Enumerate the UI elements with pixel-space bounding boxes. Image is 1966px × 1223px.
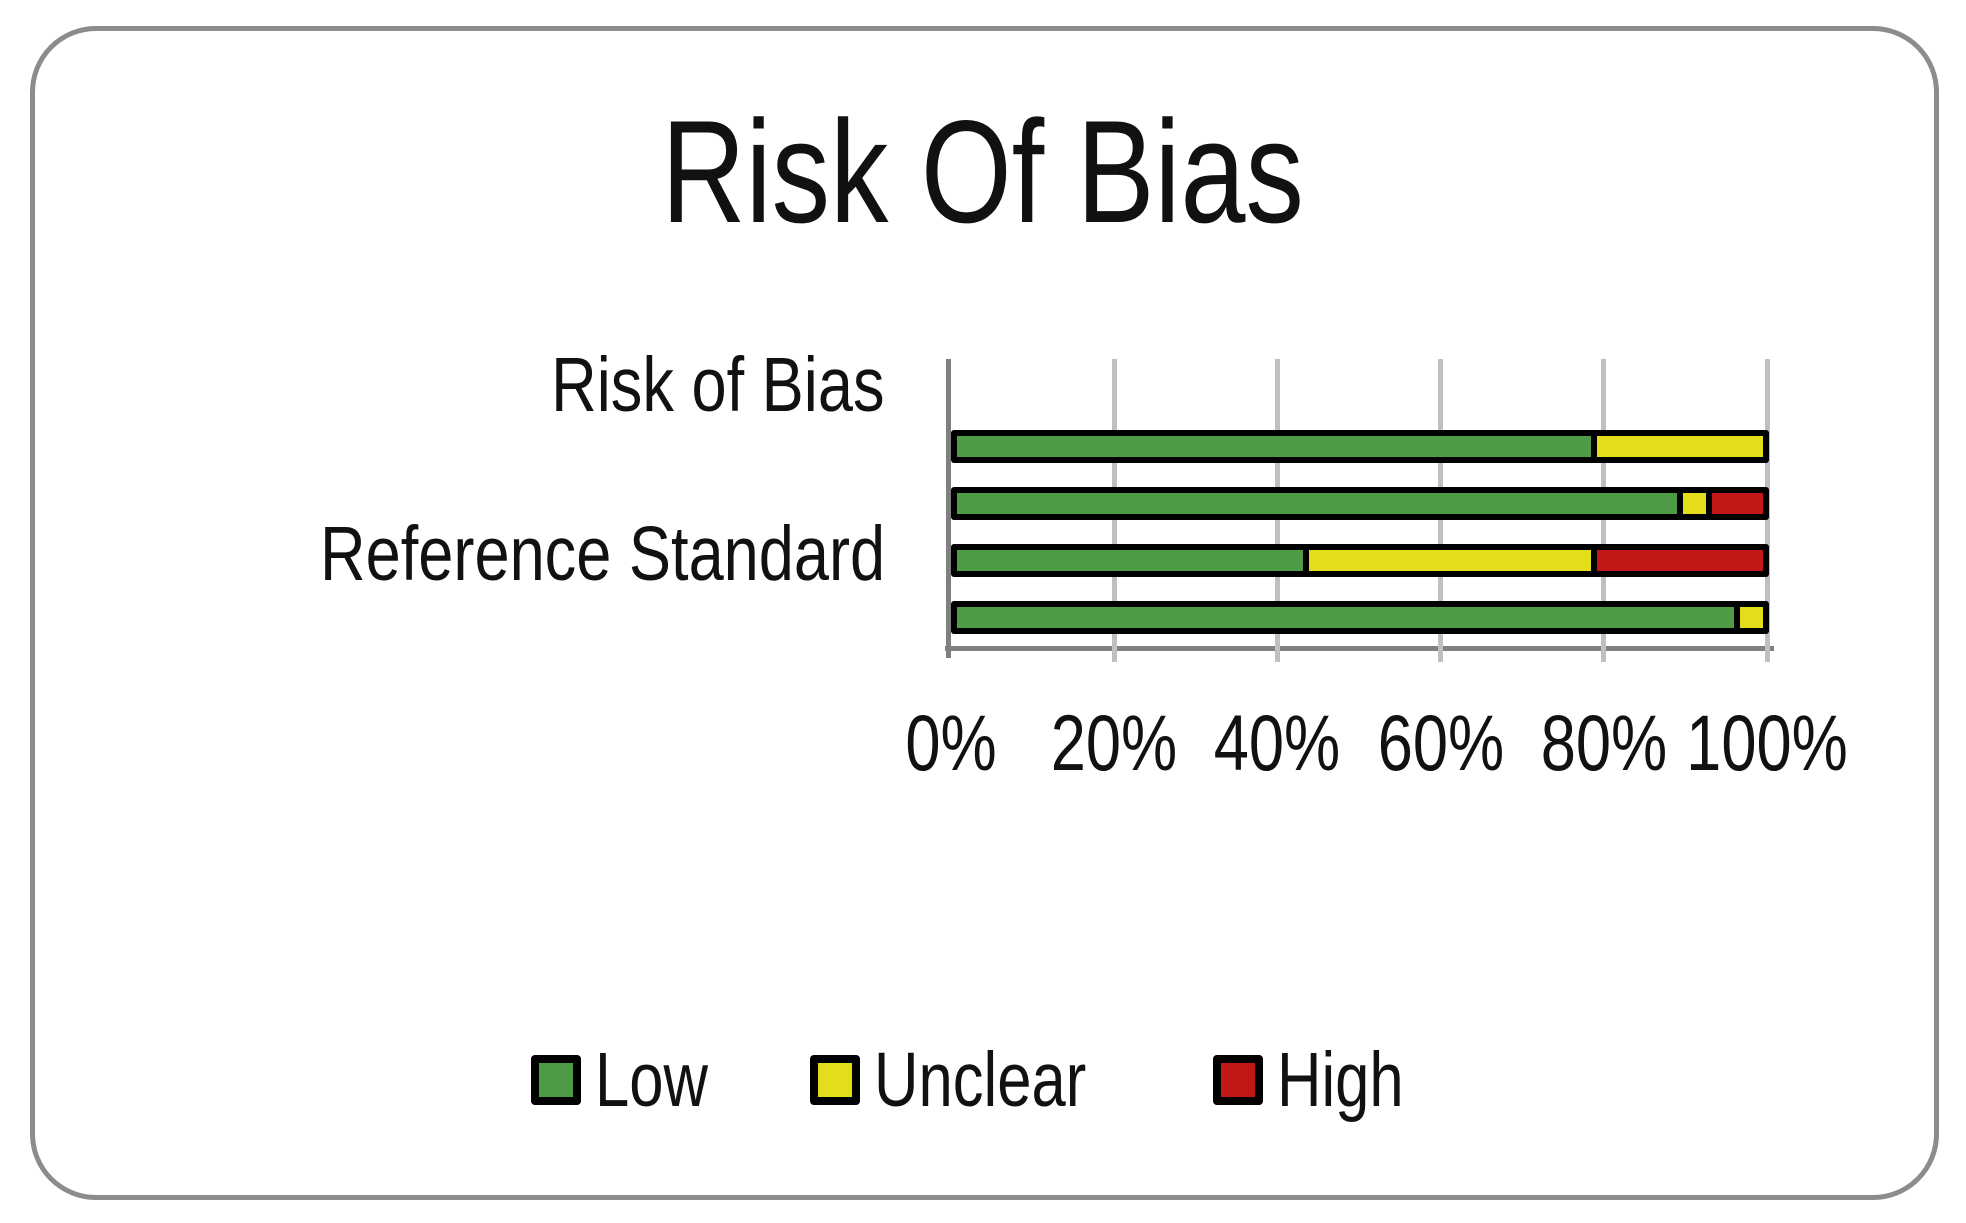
legend-label-high: High xyxy=(1277,1039,1435,1121)
category-label-reference-standard: Reference Standard xyxy=(319,511,885,597)
bar-row-1 xyxy=(951,430,1769,463)
x-axis-line xyxy=(945,646,1774,651)
legend-swatch-low xyxy=(530,1055,581,1105)
legend: Low Unclear High xyxy=(0,1038,1966,1122)
bar-segment-low xyxy=(957,550,1303,571)
x-tick-text: 40% xyxy=(1214,698,1341,787)
x-tick-text: 100% xyxy=(1686,698,1848,787)
legend-label-text: Unclear xyxy=(873,1037,1087,1123)
legend-item-high: High xyxy=(1213,1039,1435,1121)
bar-segment-unclear xyxy=(1733,607,1763,628)
bar-row-4 xyxy=(951,601,1769,634)
bar-row-3 xyxy=(951,544,1769,577)
bar-segment-low xyxy=(957,607,1734,628)
bar-segment-high xyxy=(1705,493,1763,514)
x-tick-label-40%: 40% xyxy=(1198,701,1356,785)
x-tick-label-80%: 80% xyxy=(1525,701,1683,785)
legend-item-low: Low xyxy=(530,1039,736,1121)
chart-title: Risk Of Bias xyxy=(0,96,1966,248)
y-axis-line xyxy=(946,359,951,658)
bar-segment-low xyxy=(957,493,1677,514)
figure-border xyxy=(30,26,1939,1200)
chart-title-text: Risk Of Bias xyxy=(661,90,1305,253)
x-tick-text: 80% xyxy=(1540,698,1668,787)
legend-label-low: Low xyxy=(595,1039,736,1121)
bar-segment-low xyxy=(957,436,1591,457)
x-tick-label-0%: 0% xyxy=(894,701,1008,785)
bar-segment-unclear xyxy=(1590,436,1763,457)
bar-segment-high xyxy=(1590,550,1763,571)
x-tick-label-100%: 100% xyxy=(1666,701,1868,785)
plot-area xyxy=(945,359,1774,662)
legend-swatch-high xyxy=(1213,1055,1264,1105)
x-tick-label-60%: 60% xyxy=(1362,701,1520,785)
x-tick-text: 0% xyxy=(905,698,997,787)
x-tick-label-20%: 20% xyxy=(1035,701,1193,785)
legend-label-unclear: Unclear xyxy=(874,1039,1139,1121)
x-tick-text: 60% xyxy=(1377,698,1504,787)
bar-segment-unclear xyxy=(1676,493,1706,514)
legend-item-unclear: Unclear xyxy=(809,1039,1139,1121)
legend-label-text: Low xyxy=(594,1037,708,1123)
legend-swatch-unclear xyxy=(809,1055,860,1105)
x-tick-text: 20% xyxy=(1050,698,1178,787)
bar-segment-unclear xyxy=(1302,550,1591,571)
bar-row-2 xyxy=(951,487,1769,520)
category-label-risk-of-bias: Risk of Bias xyxy=(551,342,885,428)
legend-label-text: High xyxy=(1277,1037,1404,1123)
